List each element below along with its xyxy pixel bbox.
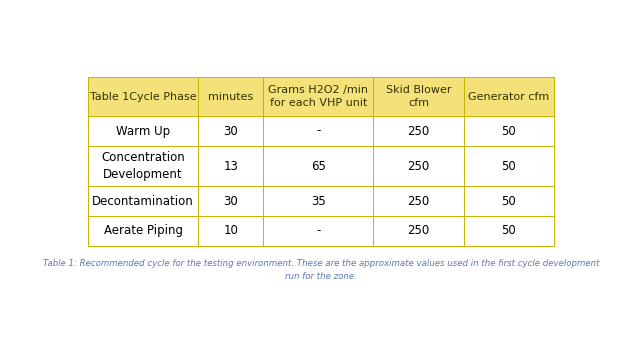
Text: 50: 50 xyxy=(501,195,516,208)
Text: 30: 30 xyxy=(223,125,238,138)
Text: Grams H2O2 /min
for each VHP unit: Grams H2O2 /min for each VHP unit xyxy=(269,85,368,108)
Text: 35: 35 xyxy=(311,195,326,208)
Bar xyxy=(263,77,373,116)
Bar xyxy=(198,146,263,187)
Bar xyxy=(463,146,553,187)
Bar xyxy=(88,187,198,216)
Bar xyxy=(198,216,263,246)
Bar xyxy=(263,216,373,246)
Text: 250: 250 xyxy=(408,224,429,237)
Bar xyxy=(198,116,263,146)
Bar xyxy=(263,146,373,187)
Text: 250: 250 xyxy=(408,195,429,208)
Text: 250: 250 xyxy=(408,125,429,138)
Text: 10: 10 xyxy=(223,224,238,237)
Text: -: - xyxy=(316,125,321,138)
Bar xyxy=(463,77,553,116)
Text: minutes: minutes xyxy=(208,92,254,102)
Bar xyxy=(373,187,463,216)
Text: Table 1Cycle Phase: Table 1Cycle Phase xyxy=(90,92,197,102)
Bar xyxy=(198,187,263,216)
Bar xyxy=(88,146,198,187)
Text: 30: 30 xyxy=(223,195,238,208)
Text: Decontamination: Decontamination xyxy=(92,195,194,208)
Bar xyxy=(373,77,463,116)
Bar xyxy=(198,77,263,116)
Text: 13: 13 xyxy=(223,159,238,172)
Text: Generator cfm: Generator cfm xyxy=(468,92,549,102)
Bar xyxy=(88,77,198,116)
Text: Skid Blower
cfm: Skid Blower cfm xyxy=(386,85,451,108)
Bar xyxy=(463,116,553,146)
Bar xyxy=(263,187,373,216)
Bar xyxy=(373,146,463,187)
Text: 50: 50 xyxy=(501,224,516,237)
Text: Table 1: Recommended cycle for the testing environment. These are the approximat: Table 1: Recommended cycle for the testi… xyxy=(43,259,599,281)
Bar xyxy=(373,216,463,246)
Text: Warm Up: Warm Up xyxy=(116,125,170,138)
Text: 65: 65 xyxy=(311,159,326,172)
Text: Concentration
Development: Concentration Development xyxy=(101,151,185,181)
Text: -: - xyxy=(316,224,321,237)
Bar xyxy=(463,187,553,216)
Bar xyxy=(463,216,553,246)
Bar xyxy=(88,116,198,146)
Text: Aerate Piping: Aerate Piping xyxy=(103,224,183,237)
Bar xyxy=(88,216,198,246)
Bar xyxy=(373,116,463,146)
Bar xyxy=(263,116,373,146)
Text: 50: 50 xyxy=(501,125,516,138)
Text: 250: 250 xyxy=(408,159,429,172)
Text: 50: 50 xyxy=(501,159,516,172)
